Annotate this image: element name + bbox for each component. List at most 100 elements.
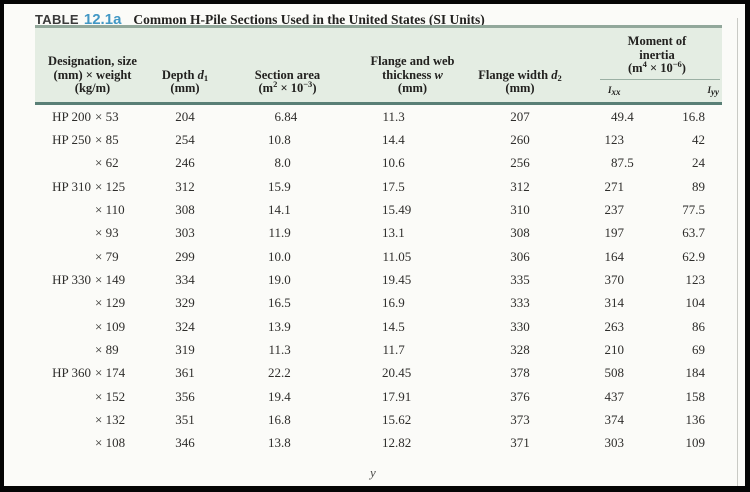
col-header-ixx: Ixx	[608, 84, 621, 97]
cell-ixx: 237	[604, 202, 625, 218]
cell-depth: 254	[175, 132, 195, 148]
cell-ixx: 263	[604, 318, 625, 334]
cell-flange-width: 376	[510, 388, 530, 404]
header-line: thickness w	[382, 67, 443, 82]
cell-iyy: 62.9	[682, 248, 705, 264]
cell-depth: 329	[175, 295, 195, 311]
cell-designation: × 132	[95, 412, 126, 428]
cell-depth: 324	[175, 318, 195, 334]
cell-flange-width: 207	[510, 108, 530, 124]
cell-depth: 319	[175, 342, 195, 358]
cell-section-area: 22.2	[268, 365, 291, 381]
cell-designation: × 129	[95, 295, 126, 311]
cell-designation: HP 250 × 85	[52, 132, 119, 148]
cell-iyy: 63.7	[682, 225, 705, 241]
cell-section-area: 14.1	[268, 202, 291, 218]
cell-ixx: 87.5	[611, 155, 634, 171]
cell-flange-width: 310	[510, 202, 530, 218]
cell-iyy: 104	[685, 295, 706, 311]
cell-thickness: 16.9	[382, 295, 405, 311]
header-line: Designation, size	[48, 54, 137, 69]
cell-thickness: 12.82	[382, 435, 412, 451]
table-row: HP 330 × 149 334 19.0 19.45 335 370 123	[35, 268, 722, 291]
header-unit: (m4 × 10−6)	[628, 59, 686, 76]
cell-designation: HP 310 × 125	[52, 178, 126, 194]
cell-section-area: 15.9	[268, 178, 291, 194]
cell-designation: × 62	[95, 155, 119, 171]
table-row: HP 310 × 125 312 15.9 17.5 312 271 89	[35, 175, 722, 198]
col-header-section-area: Section area (m2 × 10−3)	[220, 28, 355, 102]
cell-ixx: 437	[604, 388, 625, 404]
cell-section-area: 13.8	[268, 435, 291, 451]
cell-flange-width: 256	[510, 155, 530, 171]
cell-iyy: 69	[692, 342, 705, 358]
table-row: × 152 356 19.4 17.91 376 437 158	[35, 385, 722, 408]
col-header-depth: Depth d1 (mm)	[150, 28, 220, 102]
cell-flange-width: 371	[510, 435, 530, 451]
cell-ixx: 271	[604, 178, 625, 194]
cell-ixx: 314	[604, 295, 625, 311]
cell-flange-width: 260	[510, 132, 530, 148]
cell-section-area: 19.0	[268, 272, 291, 288]
cell-thickness: 14.5	[382, 318, 405, 334]
cell-depth: 312	[175, 178, 195, 194]
cell-depth: 204	[175, 108, 195, 124]
table-row: × 109 324 13.9 14.5 330 263 86	[35, 315, 722, 338]
cell-iyy: 24	[692, 155, 705, 171]
col-header-thickness: Flange and web thickness w (mm)	[355, 28, 470, 102]
col-header-iyy: Iyy	[707, 84, 719, 97]
cell-flange-width: 378	[510, 365, 530, 381]
cell-designation: × 89	[95, 342, 119, 358]
cell-flange-width: 306	[510, 248, 530, 264]
cell-designation: × 152	[95, 388, 126, 404]
cell-ixx: 197	[604, 225, 625, 241]
col-header-flange-width: Flange width d2 (mm)	[470, 28, 570, 102]
table-row: × 108 346 13.8 12.82 371 303 109	[35, 432, 722, 455]
header-line: Flange and web	[370, 54, 455, 69]
cell-flange-width: 335	[510, 272, 530, 288]
cell-ixx: 508	[604, 365, 625, 381]
cell-thickness: 11.3	[382, 108, 405, 124]
cell-iyy: 16.8	[682, 108, 705, 124]
cell-section-area: 16.8	[268, 412, 291, 428]
cell-ixx: 123	[604, 132, 625, 148]
cell-iyy: 123	[685, 272, 706, 288]
cell-designation: × 93	[95, 225, 119, 241]
cell-section-area: 13.9	[268, 318, 291, 334]
cell-thickness: 13.1	[382, 225, 405, 241]
header-unit: (mm)	[505, 81, 535, 96]
header-line: inertia	[639, 47, 675, 62]
cell-ixx: 370	[604, 272, 625, 288]
table-row: × 129 329 16.5 16.9 333 314 104	[35, 292, 722, 315]
cell-depth: 334	[175, 272, 195, 288]
cell-iyy: 86	[692, 318, 705, 334]
cell-section-area: 6.84	[274, 108, 298, 124]
header-line: Section area	[254, 67, 321, 82]
header-moment-subcolumns: Ixx Iyy	[600, 78, 720, 98]
cell-depth: 303	[175, 225, 195, 241]
cell-flange-width: 333	[510, 295, 530, 311]
col-header-designation: Designation, size (mm) × weight (kg/m)	[35, 28, 150, 102]
cell-ixx: 374	[604, 412, 625, 428]
header-line: Depth d1	[161, 67, 209, 83]
table-row: × 62 246 8.0 10.6 256 87.5 24	[35, 152, 722, 175]
cell-flange-width: 308	[510, 225, 530, 241]
cell-thickness: 17.91	[382, 388, 412, 404]
table-row: × 89 319 11.3 11.7 328 210 69	[35, 338, 722, 361]
cell-depth: 351	[175, 412, 195, 428]
page-edge-line	[737, 18, 738, 486]
cell-designation: × 110	[95, 202, 125, 218]
figure-y-axis-label: y	[370, 465, 376, 480]
header-line: (mm) × weight	[53, 67, 132, 82]
table-caption: Common H-Pile Sections Used in the Unite…	[133, 12, 485, 27]
table-number: 12.1a	[83, 11, 122, 28]
cell-thickness: 11.7	[382, 342, 405, 358]
cell-depth: 356	[175, 388, 195, 404]
cell-section-area: 8.0	[274, 155, 291, 171]
cell-thickness: 17.5	[382, 178, 405, 194]
table-row: HP 250 × 85 254 10.8 14.4 260 123 42	[35, 128, 722, 151]
cell-iyy: 184	[685, 365, 706, 381]
cell-section-area: 19.4	[268, 388, 291, 404]
header-unit: (mm)	[170, 81, 200, 96]
table-row: × 132 351 16.8 15.62 373 374 136	[35, 408, 722, 431]
